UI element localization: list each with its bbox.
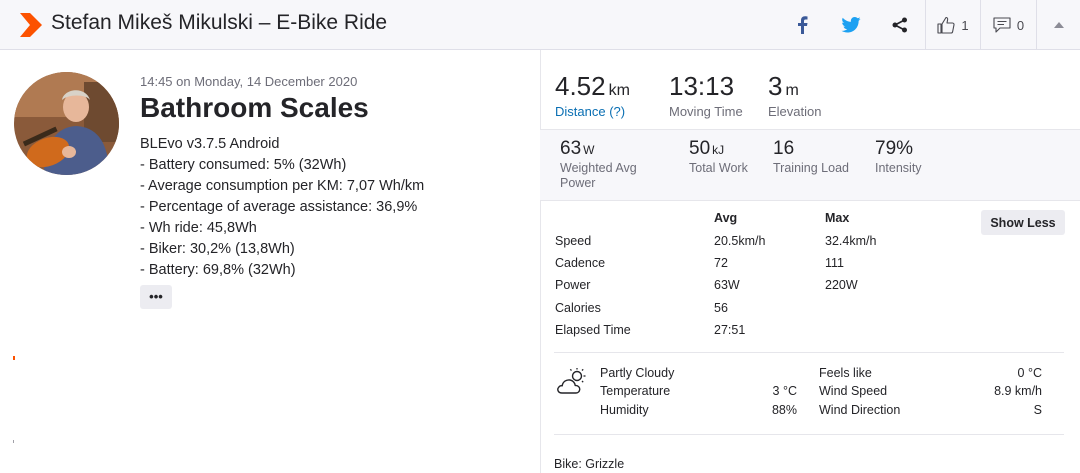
strava-chevron-icon	[20, 13, 42, 37]
weather-humidity-label: Humidity	[600, 403, 649, 417]
share-icon	[892, 17, 907, 33]
detail-row-avg: 20.5km/h	[714, 234, 766, 248]
stat-moving-time: 13:13 Moving Time	[669, 71, 743, 119]
detail-row-avg: 63W	[714, 278, 740, 292]
twitter-share-button[interactable]	[827, 0, 875, 50]
stat-label: Elevation	[768, 104, 822, 119]
stat-value: 63	[560, 138, 582, 159]
detail-row-label: Cadence	[555, 256, 606, 270]
facebook-icon	[797, 16, 807, 34]
detail-row-label: Speed	[555, 234, 592, 248]
detail-row-max: 111	[825, 256, 845, 270]
section-divider	[554, 352, 1064, 353]
weather-feels-like-value: 0 °C	[1017, 366, 1042, 380]
decorative-speck	[13, 356, 15, 360]
weather-wind-direction-label: Wind Direction	[819, 403, 901, 417]
stat-distance: 4.52 km Distance (?)	[555, 71, 630, 119]
comments-button[interactable]: 0	[980, 0, 1036, 50]
weather-temperature-value: 3 °C	[772, 384, 797, 398]
activity-datetime: 14:45 on Monday, 14 December 2020	[140, 74, 358, 89]
kudos-count: 1	[961, 17, 969, 33]
detail-row-avg: 27:51	[714, 323, 746, 337]
stat-unit: km	[608, 82, 630, 99]
activity-title: Bathroom Scales	[140, 92, 369, 123]
stat-label: Moving Time	[669, 104, 743, 119]
weather-feels-like-label: Feels like	[819, 366, 872, 380]
thumbs-up-icon	[937, 16, 955, 34]
column-divider	[540, 50, 541, 473]
stat-intensity: 79% Intensity	[875, 138, 922, 176]
stat-label: Training Load	[773, 161, 849, 175]
facebook-share-button[interactable]	[780, 0, 824, 50]
page-title: Stefan Mikeš Mikulski – E-Bike Ride	[51, 11, 388, 34]
stat-weighted-avg-power: 63 W Weighted Avg Power	[560, 138, 660, 191]
stat-value: 16	[773, 138, 795, 159]
stat-value: 4.52	[555, 71, 606, 101]
athlete-avatar[interactable]	[14, 72, 119, 175]
stat-value: 3	[768, 71, 783, 101]
col-header-avg: Avg	[714, 211, 738, 225]
stat-unit: m	[785, 82, 799, 99]
weather-wind-direction-value: S	[1033, 403, 1042, 417]
more-actions-button[interactable]: •••	[140, 285, 172, 309]
stat-value: 79%	[875, 138, 914, 159]
col-header-max: Max	[825, 211, 850, 225]
weather-humidity-value: 88%	[771, 403, 797, 417]
stat-unit: kJ	[712, 143, 725, 157]
stat-label: Total Work	[689, 161, 748, 175]
decorative-speck	[13, 440, 14, 443]
distance-help-link[interactable]: Distance (?)	[555, 104, 626, 119]
comments-count: 0	[1016, 17, 1025, 33]
stat-value: 13:13	[669, 71, 735, 101]
stat-unit: W	[583, 143, 595, 157]
bike-info: Bike: Grizzle	[554, 457, 625, 471]
secondary-stats-panel: 63 W Weighted Avg Power 50 kJ Total Work 1…	[540, 129, 1080, 201]
description-line: - Battery consumed: 5% (32Wh)	[140, 157, 347, 173]
description-line: - Wh ride: 45,8Wh	[140, 220, 257, 236]
stat-total-work: 50 kJ Total Work	[689, 138, 748, 176]
detail-row-label: Calories	[555, 301, 601, 315]
weather-wind-speed-label: Wind Speed	[819, 384, 888, 398]
description-line: BLEvo v3.7.5 Android	[140, 136, 280, 152]
weather-temperature-label: Temperature	[600, 384, 671, 398]
description-line: - Biker: 30,2% (13,8Wh)	[140, 241, 295, 257]
section-divider	[554, 434, 1064, 435]
stat-value: 50	[689, 138, 711, 159]
detail-row-avg: 72	[714, 256, 728, 270]
comment-icon	[993, 17, 1011, 33]
collapse-button[interactable]	[1036, 0, 1080, 50]
activity-header: Stefan Mikeš Mikulski – E-Bike Ride 1	[0, 0, 1080, 50]
stat-label: Intensity	[875, 161, 922, 175]
weather-condition: Partly Cloudy	[600, 366, 675, 380]
detail-row-max: 32.4km/h	[825, 234, 877, 248]
description-line: - Battery: 69,8% (32Wh)	[140, 262, 296, 278]
show-less-button[interactable]: Show Less	[981, 210, 1065, 235]
avatar-photo	[14, 72, 119, 175]
caret-up-icon	[1053, 22, 1064, 28]
detail-row-label: Elapsed Time	[555, 323, 631, 337]
twitter-icon	[841, 17, 861, 33]
detail-row-label: Power	[555, 278, 591, 292]
activity-description: BLEvo v3.7.5 Android - Battery consumed:…	[140, 134, 424, 281]
stat-training-load: 16 Training Load	[773, 138, 849, 176]
partly-cloudy-icon	[557, 368, 586, 394]
kudos-button[interactable]: 1	[925, 0, 980, 50]
description-line: - Average consumption per KM: 7,07 Wh/km	[140, 178, 425, 194]
stat-label: Weighted Avg Power	[560, 161, 637, 190]
detail-row-avg: 56	[714, 301, 728, 315]
description-line: - Percentage of average assistance: 36,9…	[140, 199, 418, 215]
detail-row-max: 220W	[825, 278, 858, 292]
weather-wind-speed-value: 8.9 km/h	[994, 384, 1042, 398]
share-button[interactable]	[878, 0, 922, 50]
